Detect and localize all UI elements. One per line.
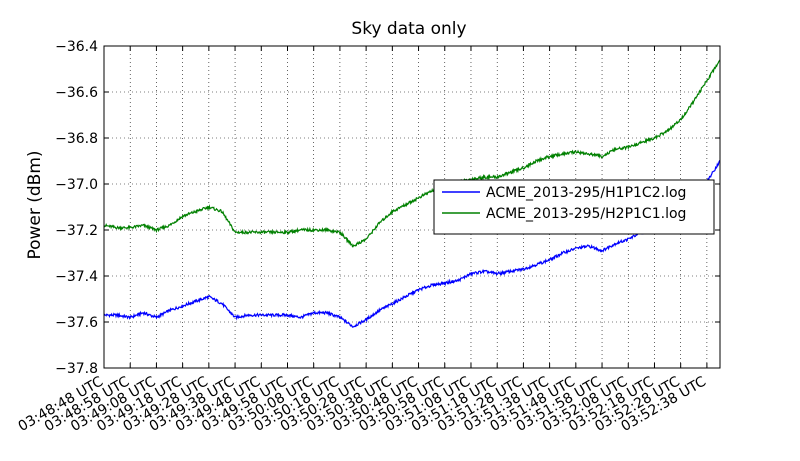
y-tick-label: −37.0 xyxy=(55,177,98,193)
plot-frame xyxy=(103,45,721,369)
legend: ACME_2013-295/H1P1C2.log ACME_2013-295/H2… xyxy=(433,179,715,235)
legend-label-1: ACME_2013-295/H1P1C2.log xyxy=(486,185,686,201)
y-tick-label: −37.8 xyxy=(55,361,98,377)
chart-title: Sky data only xyxy=(351,19,466,39)
y-tick-label: −37.2 xyxy=(55,223,98,239)
legend-label-2: ACME_2013-295/H2P1C1.log xyxy=(486,206,686,222)
plot-area: −37.8 −37.6 −37.4 −37.2 −37.0 −36.8 −36.6 −36.4… xyxy=(16,39,721,435)
y-tick-label: −36.6 xyxy=(55,85,98,101)
y-axis-label: Power (dBm) xyxy=(25,150,45,259)
y-tick-label: −36.4 xyxy=(55,39,98,55)
y-tick-label: −37.6 xyxy=(55,315,98,331)
series-line-2 xyxy=(103,59,721,248)
series-line-1 xyxy=(103,160,721,328)
y-tick-label: −36.8 xyxy=(55,131,98,147)
y-tick-label: −37.4 xyxy=(55,269,98,285)
legend-box xyxy=(433,179,715,235)
